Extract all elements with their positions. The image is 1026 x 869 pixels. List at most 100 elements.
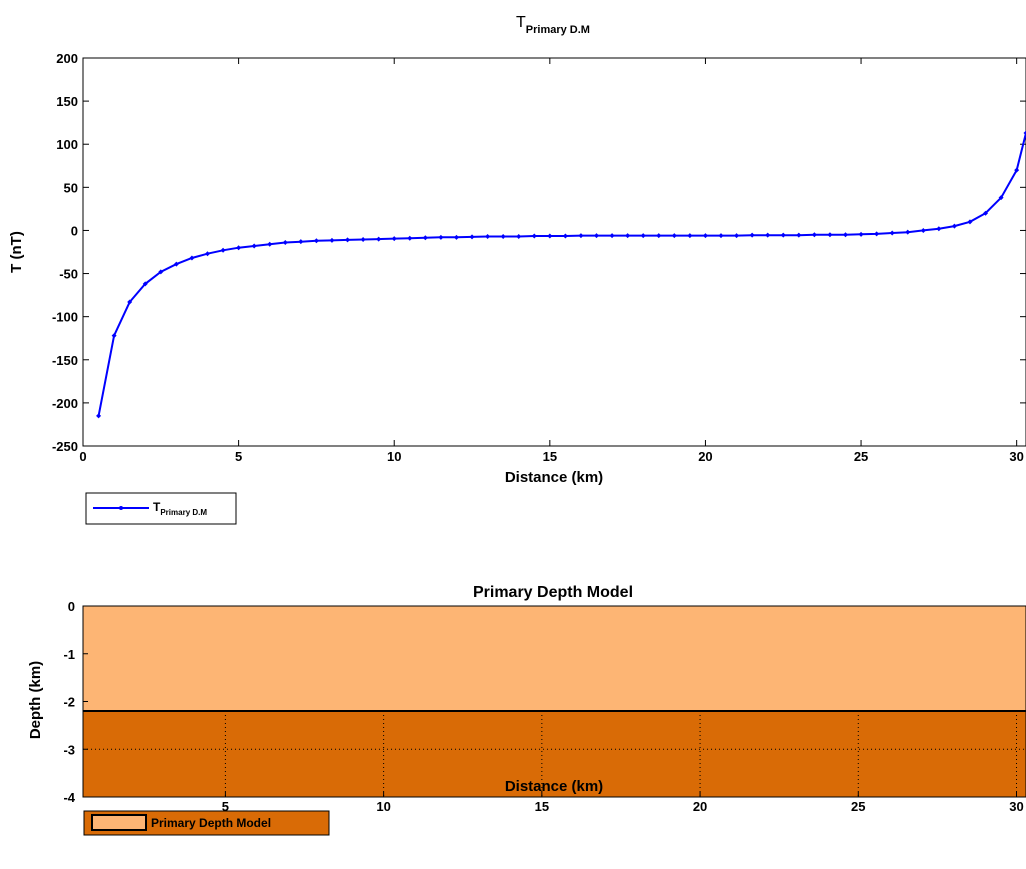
chart2-x-label: Distance (km) — [505, 778, 603, 795]
chart1-data-point — [967, 219, 973, 225]
chart1-data-point — [127, 299, 133, 305]
chart2-y-tick-label: -4 — [63, 790, 75, 805]
chart1-data-point — [173, 261, 179, 267]
chart1-data-point — [811, 232, 817, 238]
chart1-data-point — [391, 236, 397, 242]
chart2-legend-label: Primary Depth Model — [151, 816, 271, 830]
chart1-y-tick-label: 100 — [56, 137, 78, 152]
chart1-y-axis: -250 -200 -150 -100 -50 0 50 100 150 200 — [52, 51, 1026, 454]
chart1-y-tick-label: -200 — [52, 396, 78, 411]
chart1-legend: TPrimary D.M — [85, 492, 237, 525]
chart2-layer-1 — [83, 606, 1026, 712]
chart1-data-point — [874, 231, 880, 237]
chart2-legend-swatch — [91, 814, 147, 831]
chart1-data-point — [998, 195, 1004, 201]
chart1-x-tick-label: 25 — [854, 449, 868, 464]
chart2-x-tick-label: 25 — [851, 799, 865, 814]
chart1-data-point — [96, 413, 102, 419]
chart1-data-point — [625, 233, 631, 239]
chart2-y-tick-label: -1 — [63, 647, 75, 662]
chart1-data-point — [765, 232, 771, 238]
chart1-data-point — [407, 235, 413, 241]
chart1-plot-area — [82, 57, 1026, 447]
chart1-data-point — [469, 234, 475, 240]
chart1-data-point — [983, 210, 989, 216]
chart1-x-tick-label: 30 — [1009, 449, 1023, 464]
chart2-y-axis: -4 -3 -2 -1 0 — [63, 599, 88, 805]
chart1-data-point — [1023, 130, 1026, 136]
chart1-y-tick-label: -150 — [52, 353, 78, 368]
chart1-data-point — [920, 227, 926, 233]
chart1-data-point — [1014, 167, 1020, 173]
chart1-data-point — [671, 233, 677, 239]
chart1-data-point — [516, 233, 522, 239]
chart1-data-point — [609, 233, 615, 239]
chart2-x-axis: 5 10 15 20 25 30 — [222, 792, 1024, 814]
chart1-x-tick-label: 20 — [698, 449, 712, 464]
chart1-data-point — [842, 232, 848, 238]
chart1-data-point — [905, 229, 911, 235]
chart1-data-point — [749, 232, 755, 238]
chart1-data-point — [578, 233, 584, 239]
chart1-data-point — [345, 237, 351, 243]
chart1-data-point — [189, 255, 195, 261]
chart2-x-tick-label: 5 — [222, 799, 229, 814]
anomaly-chart: TPrimary D.M 0 5 10 15 20 25 30 -250 -200 -150 -1… — [8, 14, 1026, 525]
chart1-data-point — [702, 233, 708, 239]
chart1-data-point — [298, 239, 304, 245]
chart1-data-point — [718, 233, 724, 239]
chart1-x-tick-label: 10 — [387, 449, 401, 464]
chart1-x-tick-label: 5 — [235, 449, 242, 464]
chart1-legend-label: TPrimary D.M — [153, 500, 207, 517]
chart1-data-point — [111, 333, 117, 339]
chart2-x-tick-label: 15 — [535, 799, 549, 814]
chart1-data-point — [360, 236, 366, 242]
chart1-data-point — [594, 233, 600, 239]
chart2-x-tick-label: 10 — [376, 799, 390, 814]
chart1-series — [96, 130, 1026, 419]
chart1-data-point — [780, 232, 786, 238]
chart1-data-point — [158, 269, 164, 275]
chart1-data-point — [236, 245, 242, 251]
chart2-title: Primary Depth Model — [473, 584, 633, 601]
chart1-data-point — [453, 234, 459, 240]
chart1-y-tick-label: 150 — [56, 94, 78, 109]
chart1-data-point — [562, 233, 568, 239]
chart1-data-point — [376, 236, 382, 242]
chart2-x-tick-label: 20 — [693, 799, 707, 814]
chart1-x-axis: 0 5 10 15 20 25 30 — [79, 58, 1024, 464]
chart1-data-point — [827, 232, 833, 238]
chart1-x-tick-label: 15 — [543, 449, 557, 464]
chart1-data-point — [734, 233, 740, 239]
chart1-data-point — [656, 233, 662, 239]
chart1-data-point — [142, 281, 148, 287]
chart2-x-tick-label: 30 — [1009, 799, 1023, 814]
chart2-y-tick-label: -2 — [63, 695, 75, 710]
chart1-data-point — [438, 234, 444, 240]
chart2-y-tick-label: -3 — [63, 742, 75, 757]
chart1-y-label: T (nT) — [8, 231, 25, 273]
chart1-data-point — [889, 230, 895, 236]
chart1-data-point — [951, 223, 957, 229]
chart1-data-point — [267, 241, 273, 247]
chart1-x-label: Distance (km) — [505, 469, 603, 486]
chart1-data-point — [687, 233, 693, 239]
chart1-data-point — [547, 233, 553, 239]
chart1-x-tick-label: 0 — [79, 449, 86, 464]
chart1-title: TPrimary D.M — [516, 14, 590, 36]
chart2-y-label: Depth (km) — [27, 661, 44, 739]
chart1-legend-marker — [119, 506, 123, 510]
chart1-y-tick-label: -100 — [52, 310, 78, 325]
chart1-y-tick-label: 200 — [56, 51, 78, 66]
chart1-data-point — [531, 233, 537, 239]
depth-model-chart: Primary Depth Model 5 10 15 20 25 30 -4 -3 -2 -1… — [27, 584, 1026, 836]
chart2-y-tick-label: 0 — [68, 599, 75, 614]
chart2-layers — [83, 606, 1026, 797]
chart1-data-point — [936, 226, 942, 232]
chart1-data-point — [313, 238, 319, 244]
chart1-data-point — [796, 232, 802, 238]
chart1-y-tick-label: 0 — [71, 223, 78, 238]
chart2-layer-2 — [83, 711, 1026, 797]
chart1-y-tick-label: -250 — [52, 439, 78, 454]
